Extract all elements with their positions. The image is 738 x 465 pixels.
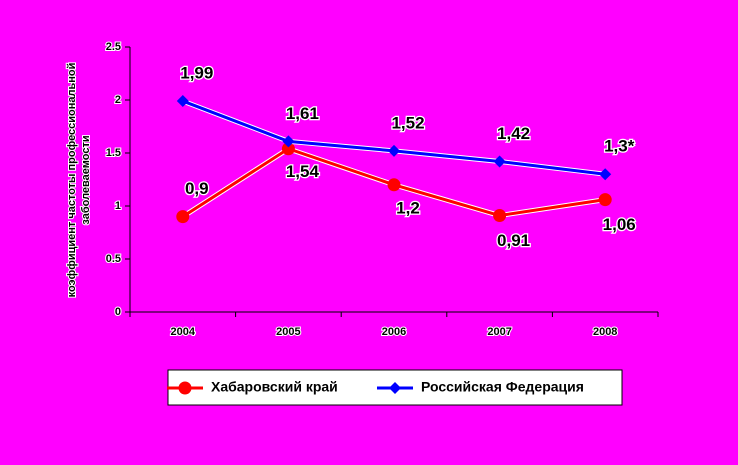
legend-label: Хабаровский край bbox=[211, 379, 338, 395]
x-tick-label: 2007 bbox=[487, 326, 511, 338]
data-point bbox=[599, 168, 612, 181]
value-label: 1,3* bbox=[604, 137, 635, 156]
data-point bbox=[176, 95, 189, 108]
data-point bbox=[282, 135, 295, 148]
y-label-line: коэффициент частоты профессиональной bbox=[66, 63, 78, 298]
y-axis-title: коэффициент частоты профессиональной заб… bbox=[65, 62, 93, 299]
legend-marker bbox=[389, 382, 401, 394]
y-tick-label: 2.5 bbox=[106, 41, 121, 53]
value-label: 1,99 bbox=[180, 64, 213, 83]
value-label: 0,91 bbox=[497, 231, 530, 250]
value-label: 1,06 bbox=[603, 215, 636, 234]
x-tick-label: 2004 bbox=[171, 326, 196, 338]
value-label: 1,2 bbox=[396, 198, 420, 217]
x-tick-label: 2005 bbox=[276, 326, 300, 338]
value-label: 1,42 bbox=[497, 124, 530, 143]
x-tick-label: 2006 bbox=[382, 326, 406, 338]
y-tick-label: 2 bbox=[115, 94, 121, 106]
value-label: 0,9 bbox=[185, 179, 209, 198]
legend-marker bbox=[178, 381, 192, 395]
data-point bbox=[387, 178, 401, 192]
y-tick-label: 1 bbox=[115, 200, 121, 212]
legend-label: Российская Федерация bbox=[421, 379, 584, 395]
data-point bbox=[388, 144, 400, 157]
y-label-line: заболеваемости bbox=[80, 135, 92, 224]
data-point bbox=[493, 209, 507, 223]
data-point bbox=[598, 193, 612, 207]
value-label: 1,52 bbox=[391, 113, 424, 132]
y-tick-label: 0 bbox=[115, 306, 121, 318]
data-point bbox=[176, 210, 190, 224]
y-tick-label: 0.5 bbox=[106, 253, 121, 265]
value-label: 1,54 bbox=[286, 162, 320, 181]
value-label: 1,61 bbox=[286, 104, 319, 123]
data-point bbox=[281, 142, 295, 156]
x-tick-label: 2008 bbox=[593, 326, 617, 338]
data-point bbox=[493, 155, 506, 168]
y-tick-label: 1.5 bbox=[106, 147, 121, 159]
